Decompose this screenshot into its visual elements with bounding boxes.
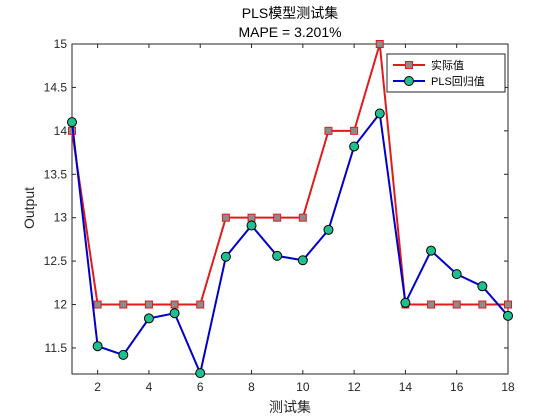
y-axis-label: Output bbox=[21, 187, 37, 229]
data-point-actual bbox=[170, 300, 179, 309]
data-point-predicted bbox=[67, 117, 77, 128]
y-tick-label: 11.5 bbox=[45, 341, 68, 355]
y-tick-label: 14 bbox=[54, 124, 68, 138]
legend-label-1: 实际值 bbox=[431, 58, 464, 72]
data-point-predicted bbox=[349, 141, 360, 152]
x-tick-label: 12 bbox=[347, 380, 361, 394]
series-line-2 bbox=[71, 110, 509, 377]
data-point-predicted bbox=[297, 255, 308, 266]
data-point-actual bbox=[324, 126, 333, 135]
legend-label-2: PLS回归值 bbox=[431, 74, 485, 88]
data-point-predicted bbox=[169, 308, 180, 319]
data-point-actual bbox=[427, 300, 436, 309]
x-tick-label: 18 bbox=[501, 380, 515, 394]
x-tick-label: 8 bbox=[248, 380, 255, 394]
y-tick-label: 14.5 bbox=[44, 80, 68, 94]
x-tick-label: 16 bbox=[450, 380, 464, 394]
plot-area: 2 4 6 8 10 12 14 16 18 11.5 12 12.5 13 13.5 14 14.5 15 实际… bbox=[44, 37, 515, 394]
x-tick-label: 14 bbox=[399, 380, 413, 394]
data-point-actual bbox=[93, 300, 102, 309]
data-point-actual bbox=[247, 213, 256, 222]
y-tick-label: 12.5 bbox=[44, 254, 68, 268]
axes-box bbox=[71, 43, 509, 375]
data-point-actual bbox=[504, 300, 512, 309]
data-point-predicted bbox=[426, 245, 437, 256]
data-point-actual bbox=[196, 300, 205, 309]
data-point-predicted bbox=[246, 220, 257, 231]
data-point-predicted bbox=[477, 281, 488, 292]
data-point-predicted bbox=[400, 297, 411, 308]
data-point-predicted bbox=[451, 269, 462, 280]
data-point-predicted bbox=[143, 313, 154, 324]
data-point-actual bbox=[350, 126, 359, 135]
chart-subtitle: MAPE = 3.201% bbox=[238, 24, 341, 40]
series-line-1 bbox=[71, 43, 508, 306]
legend-marker-predicted bbox=[404, 76, 414, 86]
data-point-actual bbox=[375, 40, 384, 48]
data-point-predicted bbox=[220, 251, 231, 262]
legend-box bbox=[386, 53, 506, 93]
data-point-predicted bbox=[195, 368, 206, 379]
data-point-predicted bbox=[272, 250, 283, 261]
y-tick-label: 13.5 bbox=[44, 167, 68, 181]
chart-title: PLS模型测试集 bbox=[242, 5, 338, 21]
data-point-predicted bbox=[92, 341, 103, 352]
x-tick-label: 2 bbox=[94, 380, 101, 394]
data-point-actual bbox=[298, 213, 307, 222]
data-point-actual bbox=[478, 300, 487, 309]
data-point-actual bbox=[144, 300, 153, 309]
x-tick-label: 4 bbox=[146, 380, 153, 394]
x-axis-label: 测试集 bbox=[269, 399, 311, 415]
data-point-predicted bbox=[118, 349, 129, 360]
legend-marker-actual bbox=[405, 61, 413, 69]
x-tick-label: 10 bbox=[296, 380, 310, 394]
y-tick-label: 12 bbox=[54, 298, 68, 312]
y-tick-label: 13 bbox=[54, 211, 68, 225]
x-tick-label: 6 bbox=[197, 380, 204, 394]
y-tick-label: 15 bbox=[54, 37, 68, 51]
data-point-actual bbox=[221, 213, 230, 222]
data-point-predicted bbox=[374, 108, 385, 119]
data-point-predicted bbox=[503, 310, 513, 321]
data-point-actual bbox=[119, 300, 128, 309]
data-point-actual bbox=[273, 213, 282, 222]
data-point-predicted bbox=[323, 224, 334, 235]
data-point-actual bbox=[452, 300, 461, 309]
